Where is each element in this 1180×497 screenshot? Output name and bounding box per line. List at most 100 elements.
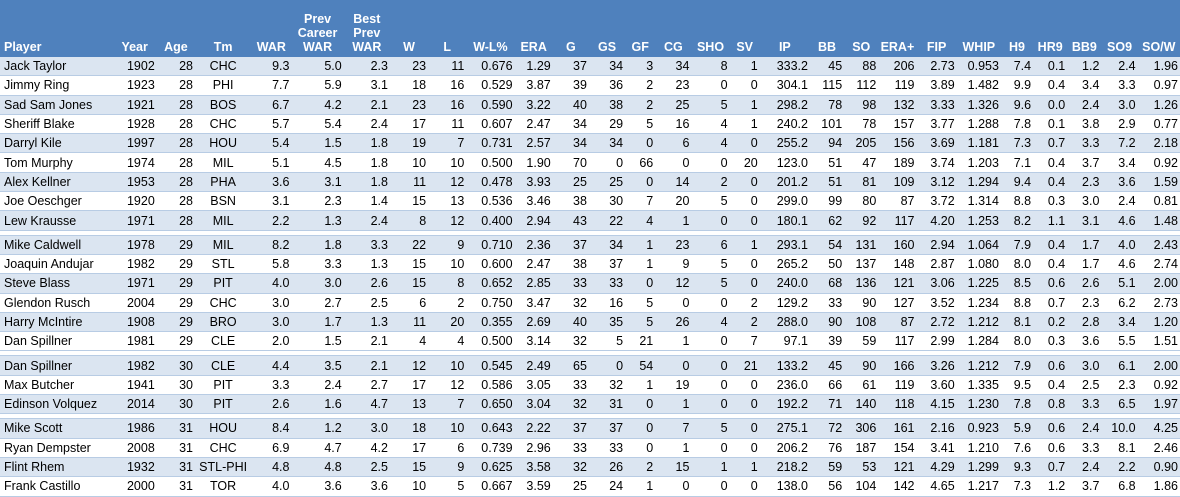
stat-cell: CHC: [194, 114, 252, 135]
column-header[interactable]: WHIP: [956, 0, 1001, 57]
stat-cell: 4: [625, 210, 656, 231]
stat-cell: 10: [428, 355, 467, 376]
table-row[interactable]: Sheriff Blake 1928 28 CHC 5.7 5.4 2.4 17 11 0.607…: [0, 114, 1180, 135]
table-row[interactable]: Joaquin Andujar 1982 29 STL 5.8 3.3 1.3 15 10 0.6…: [0, 254, 1180, 275]
stat-cell: 3.1: [1067, 210, 1102, 231]
column-header[interactable]: ERA: [514, 0, 553, 57]
column-header[interactable]: G: [552, 0, 589, 57]
column-header[interactable]: Age: [156, 0, 195, 57]
player-name-cell: Sad Sam Jones: [0, 95, 113, 115]
stat-cell: 1.90: [514, 152, 553, 173]
column-header[interactable]: SV: [729, 0, 760, 57]
column-header[interactable]: W: [389, 0, 429, 57]
table-row[interactable]: Steve Blass 1971 29 PIT 4.0 3.0 2.6 15 8 0.652 2.8…: [0, 273, 1180, 294]
column-header[interactable]: W-L%: [466, 0, 515, 57]
stat-cell: 0: [655, 476, 692, 497]
stat-cell: 66: [809, 375, 845, 396]
stat-cell: 3.4: [1067, 75, 1102, 96]
stat-cell: 8.0: [1000, 254, 1034, 275]
table-row[interactable]: Mike Scott 1986 31 HOU 8.4 1.2 3.0 18 10 0.643 2.2…: [0, 418, 1180, 439]
stat-cell: 0: [655, 293, 692, 313]
table-row[interactable]: Sad Sam Jones 1921 28 BOS 6.7 4.2 2.1 23 16 0.590…: [0, 95, 1180, 115]
table-row[interactable]: Dan Spillner 1982 30 CLE 4.4 3.5 2.1 12 10 0.545 2…: [0, 355, 1180, 376]
stat-cell: 5.4: [251, 133, 292, 154]
stat-cell: 1.210: [956, 438, 1001, 458]
stat-cell: 1971: [112, 210, 157, 231]
player-name-cell: Dan Spillner: [0, 331, 113, 352]
column-header[interactable]: IP: [759, 0, 810, 57]
stat-cell: 1997: [112, 133, 157, 154]
stat-cell: 0.500: [466, 331, 515, 352]
column-header[interactable]: ERA+: [878, 0, 917, 57]
stat-cell: 2.36: [514, 235, 553, 255]
stat-cell: 8.8: [1000, 293, 1034, 313]
table-row[interactable]: Jack Taylor 1902 28 CHC 9.3 5.0 2.3 23 11 0.676 1.…: [0, 57, 1180, 77]
stat-cell: 7.2: [1101, 133, 1138, 154]
stat-cell: 1.8: [291, 235, 344, 255]
table-row[interactable]: Mike Caldwell 1978 29 MIL 8.2 1.8 3.3 22 9 0.710 2…: [0, 235, 1180, 255]
table-row[interactable]: Lew Krausse 1971 28 MIL 2.2 1.3 2.4 8 12 0.400 2.9…: [0, 210, 1180, 231]
column-header[interactable]: Best Prev WAR: [343, 0, 390, 57]
stat-cell: 1.203: [956, 152, 1001, 173]
column-header[interactable]: SO: [844, 0, 879, 57]
stat-cell: 3.58: [514, 457, 553, 478]
column-header[interactable]: GF: [625, 0, 656, 57]
stat-cell: 1982: [112, 254, 157, 275]
stat-cell: 12: [428, 375, 467, 396]
stat-cell: 1.335: [956, 375, 1001, 396]
table-row[interactable]: Glendon Rusch 2004 29 CHC 3.0 2.7 2.5 6 2 0.750 3.…: [0, 293, 1180, 313]
stat-cell: 218.2: [759, 457, 810, 478]
stat-cell: 0: [729, 394, 760, 415]
column-header[interactable]: WAR: [251, 0, 292, 57]
stat-cell: 7.3: [1000, 133, 1034, 154]
stat-cell: 0.6: [1033, 438, 1068, 458]
table-row[interactable]: Tom Murphy 1974 28 MIL 5.1 4.5 1.8 10 10 0.500 1.9…: [0, 152, 1180, 173]
column-header[interactable]: Prev Career WAR: [291, 0, 344, 57]
stat-cell: 2.57: [514, 133, 553, 154]
column-header[interactable]: HR9: [1033, 0, 1068, 57]
stat-cell: 6.8: [1101, 476, 1138, 497]
table-row[interactable]: Alex Kellner 1953 28 PHA 3.6 3.1 1.8 11 12 0.478 3…: [0, 172, 1180, 193]
table-row[interactable]: Edinson Volquez 2014 30 PIT 2.6 1.6 4.7 13 7 0.65…: [0, 394, 1180, 415]
stat-cell: 180.1: [759, 210, 810, 231]
stat-cell: 2.7: [343, 375, 390, 396]
stat-cell: 18: [389, 75, 429, 96]
stat-cell: 3.4: [1101, 152, 1138, 173]
column-header[interactable]: Tm: [194, 0, 252, 57]
table-row[interactable]: Frank Castillo 2000 31 TOR 4.0 3.6 3.6 10 5 0.667…: [0, 476, 1180, 497]
stat-cell: 0.4: [1033, 172, 1068, 193]
stat-cell: 205: [844, 133, 879, 154]
stat-cell: 3.74: [916, 152, 957, 173]
stat-cell: 4.20: [916, 210, 957, 231]
table-row[interactable]: Joe Oeschger 1920 28 BSN 3.1 2.3 1.4 15 13 0.536 3…: [0, 191, 1180, 212]
column-header[interactable]: Year: [112, 0, 157, 57]
table-row[interactable]: Flint Rhem 1932 31 STL-PHI 4.8 4.8 2.5 15 9 0.625…: [0, 457, 1180, 478]
table-row[interactable]: Jimmy Ring 1923 28 PHI 7.7 5.9 3.1 18 16 0.529 3.8…: [0, 75, 1180, 96]
column-header[interactable]: L: [428, 0, 467, 57]
column-header[interactable]: H9: [1000, 0, 1034, 57]
stat-cell: 7.8: [1000, 114, 1034, 135]
stat-cell: 288.0: [759, 312, 810, 333]
table-row[interactable]: Darryl Kile 1997 28 HOU 5.4 1.5 1.8 19 7 0.731 2.5…: [0, 133, 1180, 154]
column-header[interactable]: SHO: [691, 0, 730, 57]
column-header[interactable]: GS: [588, 0, 626, 57]
stat-cell: 1: [691, 457, 730, 478]
stat-cell: 3.3: [1067, 438, 1102, 458]
table-row[interactable]: Dan Spillner 1981 29 CLE 2.0 1.5 2.1 4 4 0.500 3.1…: [0, 331, 1180, 352]
column-header[interactable]: FIP: [916, 0, 957, 57]
column-header-line: Prev: [353, 26, 381, 40]
column-header[interactable]: Player: [0, 0, 113, 57]
stat-cell: 3.22: [514, 95, 553, 115]
stat-cell: 2.1: [343, 95, 390, 115]
column-header[interactable]: CG: [655, 0, 692, 57]
stat-cell: 275.1: [759, 418, 810, 439]
column-header[interactable]: SO9: [1101, 0, 1138, 57]
table-row[interactable]: Ryan Dempster 2008 31 CHC 6.9 4.7 4.2 17 6 0.739 2…: [0, 438, 1180, 458]
column-header-line: WAR: [303, 40, 333, 54]
stat-cell: 298.2: [759, 95, 810, 115]
column-header[interactable]: SO/W: [1137, 0, 1180, 57]
table-row[interactable]: Harry McIntire 1908 29 BRO 3.0 1.7 1.3 11 20 0.35…: [0, 312, 1180, 333]
table-row[interactable]: Max Butcher 1941 30 PIT 3.3 2.4 2.7 17 12 0.586 3.…: [0, 375, 1180, 396]
column-header[interactable]: BB: [809, 0, 845, 57]
column-header[interactable]: BB9: [1067, 0, 1102, 57]
